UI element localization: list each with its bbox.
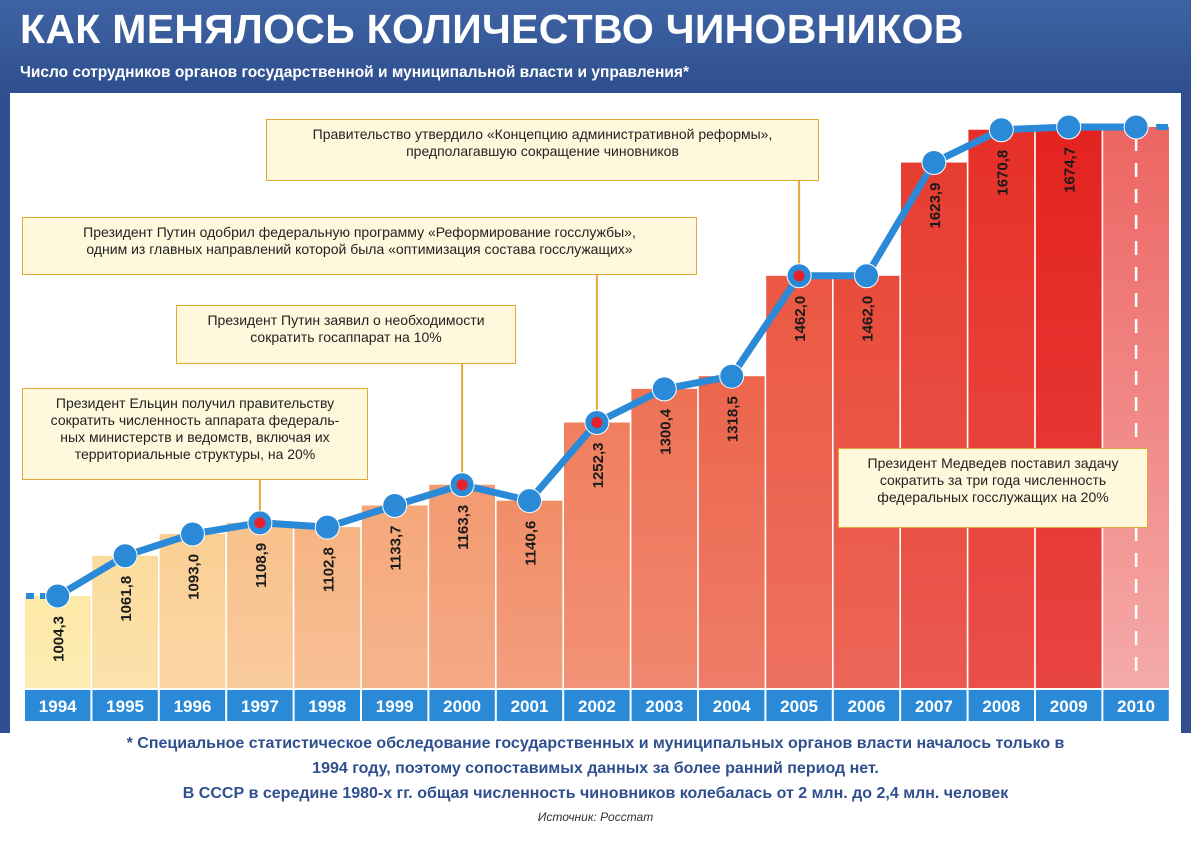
year-label-2006: 2006 [848, 697, 886, 716]
value-label-1995: 1061,8 [118, 576, 135, 622]
value-label-1997: 1108,9 [253, 543, 270, 588]
data-point-1995 [112, 543, 138, 569]
year-label-1999: 1999 [376, 697, 414, 716]
data-point-2004 [719, 363, 745, 389]
highlight-point-2002 [591, 417, 603, 429]
bar-2004 [698, 376, 765, 688]
value-label-2008: 1670,8 [994, 150, 1011, 196]
value-label-2001: 1140,6 [523, 521, 540, 566]
page-subtitle: Число сотрудников органов государственно… [20, 64, 689, 81]
data-point-2001 [517, 488, 542, 514]
value-label-2006: 1462,0 [860, 296, 877, 342]
annotation-government: Правительство утвердило «Концепцию админ… [266, 119, 819, 181]
highlight-point-2005 [793, 270, 805, 282]
data-point-2007 [921, 150, 947, 176]
value-label-1994: 1004,3 [51, 616, 68, 662]
year-label-2003: 2003 [645, 697, 683, 716]
bar-2000 [429, 484, 495, 688]
year-cell-2002 [564, 690, 630, 721]
value-label-2003: 1300,4 [657, 408, 674, 455]
year-cell-2003 [631, 690, 697, 721]
bar-2005 [766, 275, 832, 688]
year-cell-2008 [968, 690, 1034, 721]
annotation-yeltsin: Президент Ельцин получил правительству с… [22, 388, 368, 480]
value-label-1996: 1093,0 [186, 554, 203, 600]
year-label-2001: 2001 [511, 697, 549, 716]
bar-1998 [294, 527, 361, 688]
year-cell-2000 [429, 690, 495, 721]
bar-2008 [968, 129, 1035, 688]
year-cell-2009 [1036, 690, 1102, 721]
data-point-2003 [651, 376, 677, 402]
value-label-1998: 1102,8 [320, 547, 337, 592]
year-label-1998: 1998 [308, 697, 346, 716]
bar-1997 [227, 522, 293, 688]
year-label-2009: 2009 [1050, 697, 1088, 716]
year-cell-2007 [901, 690, 967, 721]
value-label-1999: 1133,7 [388, 525, 405, 570]
annotation-medvedev: Президент Медведев поставил задачу сокра… [838, 448, 1148, 528]
bar-2003 [631, 388, 698, 688]
bar-2001 [496, 500, 563, 688]
value-label-2009: 1674,7 [1062, 147, 1079, 193]
annotation-putin-10: Президент Путин заявил о необходимости с… [176, 305, 516, 364]
year-label-2002: 2002 [578, 697, 616, 716]
year-cell-1995 [92, 690, 158, 721]
bar-2009 [1035, 127, 1102, 688]
data-point-2009 [1056, 114, 1082, 140]
year-cell-2005 [766, 690, 832, 721]
year-cell-2001 [496, 690, 563, 721]
bar-1995 [92, 555, 158, 688]
year-cell-2004 [699, 690, 765, 721]
data-point-2008 [988, 117, 1014, 143]
value-label-2007: 1623,9 [927, 183, 944, 229]
data-point-1994 [45, 583, 71, 609]
value-label-2000: 1163,3 [455, 505, 472, 550]
bar-1996 [159, 533, 226, 688]
source-note: Источник: Росстат [537, 810, 654, 824]
year-label-1997: 1997 [241, 697, 279, 716]
highlight-point-2000 [456, 479, 468, 491]
year-cell-2006 [833, 690, 900, 721]
page-title: КАК МЕНЯЛОСЬ КОЛИЧЕСТВО ЧИНОВНИКОВ [20, 6, 964, 52]
value-label-2004: 1318,5 [725, 396, 742, 442]
year-cell-1994 [25, 690, 91, 721]
year-label-2004: 2004 [713, 697, 751, 716]
footnote-line-3: В СССР в середине 1980-х гг. общая числе… [182, 785, 1009, 802]
year-cell-1998 [294, 690, 360, 721]
year-label-1994: 1994 [39, 697, 77, 716]
footnote-line-1: * Специальное статистическое обследовани… [126, 735, 1065, 752]
data-point-2006 [854, 263, 879, 289]
highlight-point-1997 [254, 517, 266, 529]
bar-2002 [564, 422, 630, 688]
year-label-2000: 2000 [443, 697, 481, 716]
bar-1999 [361, 505, 428, 688]
year-label-1995: 1995 [106, 697, 144, 716]
year-cell-1996 [159, 690, 226, 721]
year-cell-2010 [1103, 690, 1169, 721]
data-point-1998 [314, 514, 340, 540]
year-label-2007: 2007 [915, 697, 953, 716]
bar-1994 [24, 596, 91, 688]
year-cell-1997 [227, 690, 293, 721]
annotation-putin-program: Президент Путин одобрил федеральную прог… [22, 217, 697, 275]
year-label-2005: 2005 [780, 697, 818, 716]
value-label-2005: 1462,0 [792, 296, 809, 342]
data-point-2010 [1123, 114, 1149, 140]
data-point-1996 [180, 521, 205, 547]
year-cell-1999 [362, 690, 428, 721]
footnote-line-2: 1994 году, поэтому сопоставимых данных з… [312, 760, 879, 777]
header-banner: КАК МЕНЯЛОСЬ КОЛИЧЕСТВО ЧИНОВНИКОВ Число… [0, 0, 1191, 93]
year-label-2008: 2008 [982, 697, 1020, 716]
year-label-2010: 2010 [1117, 697, 1155, 716]
year-label-1996: 1996 [174, 697, 212, 716]
value-label-2002: 1252,3 [590, 443, 607, 489]
data-point-1999 [382, 492, 408, 518]
bar-2007 [901, 162, 967, 688]
